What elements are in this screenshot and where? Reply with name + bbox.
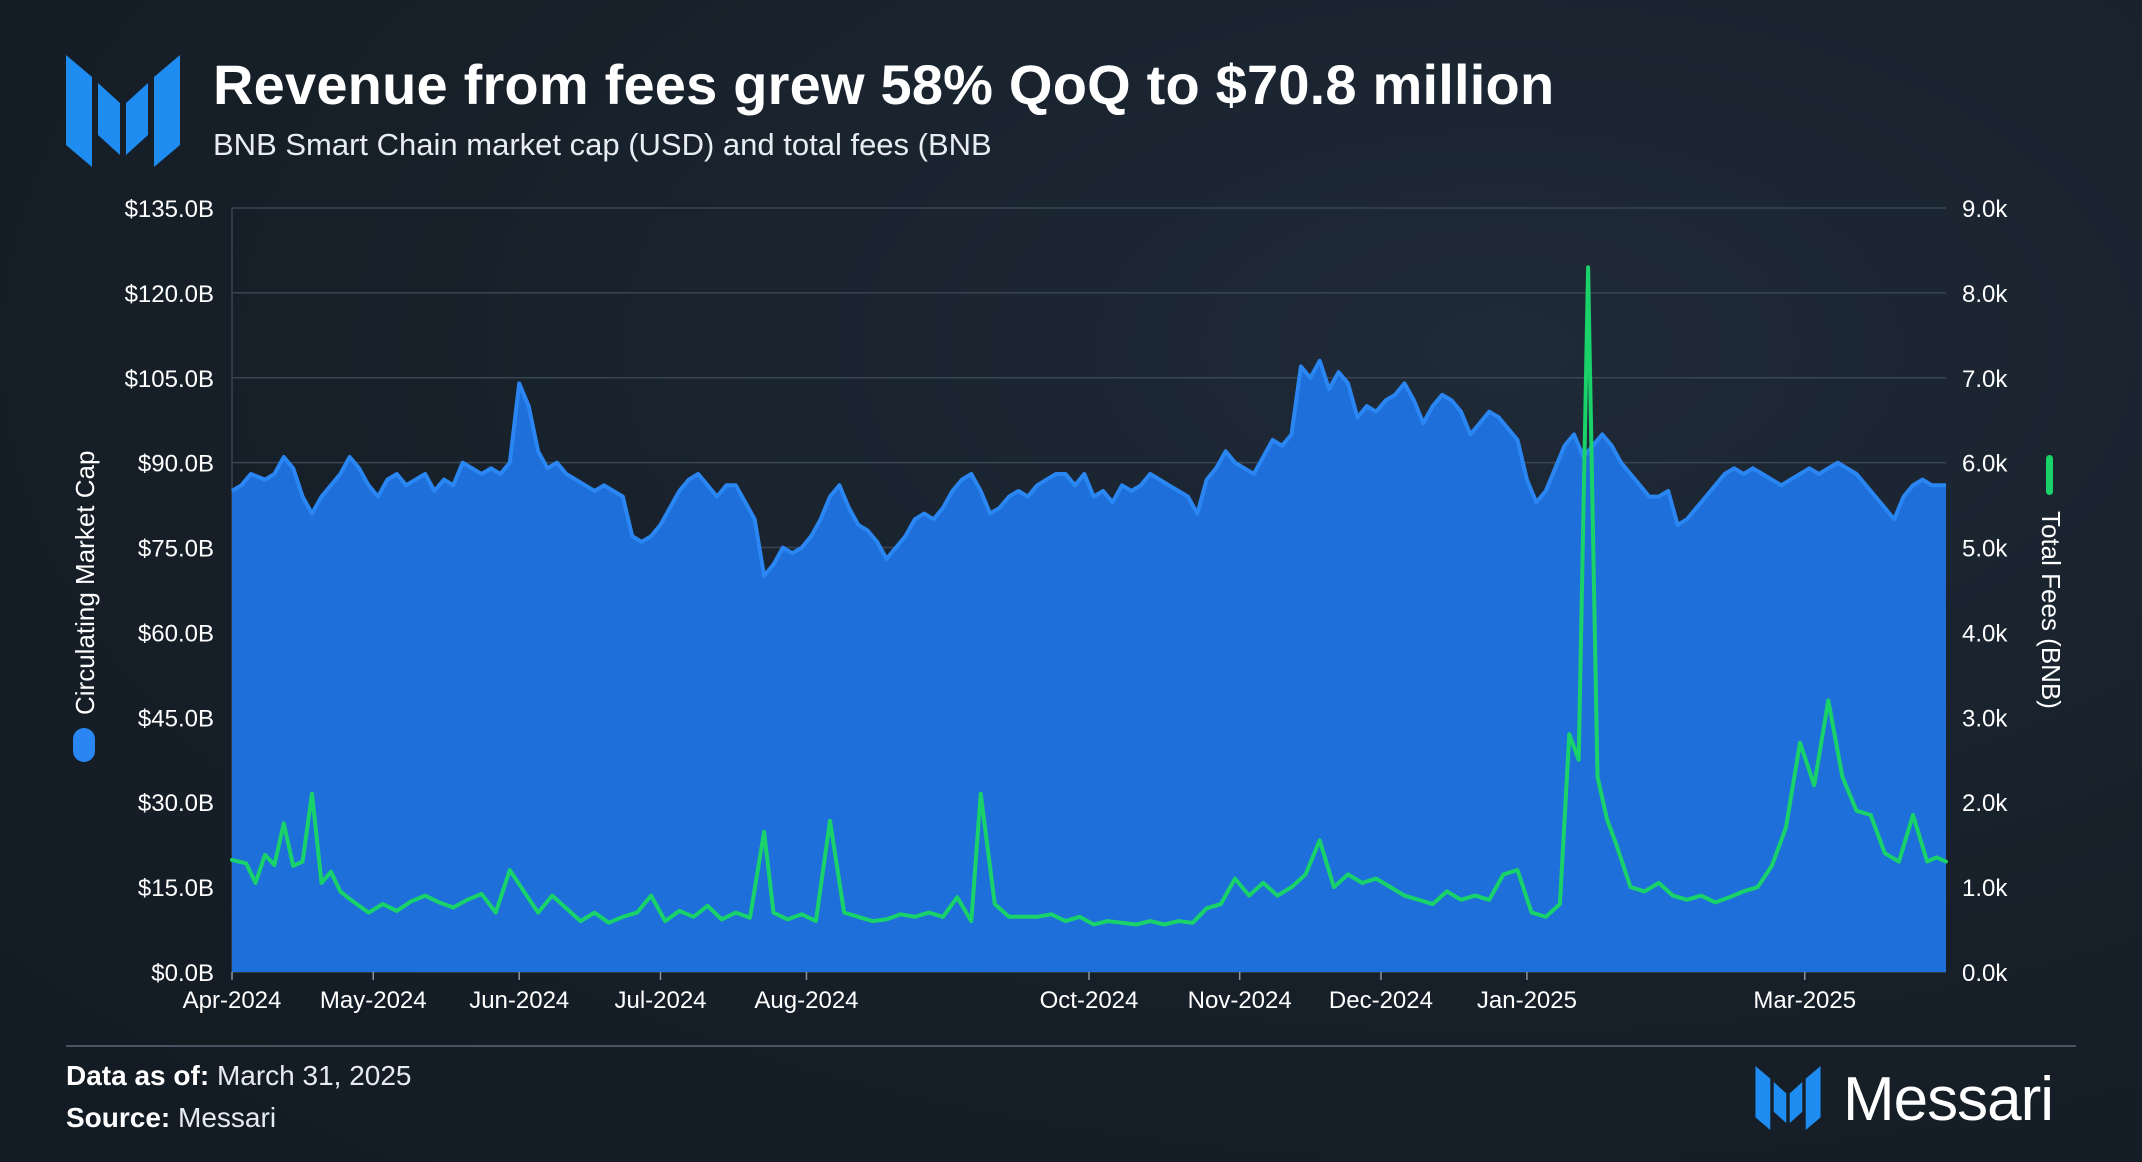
messari-brand: Messari	[1753, 1064, 2083, 1134]
y-left-tick-label: $75.0B	[138, 536, 214, 563]
messari-logo-icon	[66, 55, 180, 167]
right-axis-label: Total Fees (BNB)	[2036, 511, 2066, 709]
x-tick-label: Dec-2024	[1329, 987, 1433, 1014]
y-left-tick-label: $30.0B	[138, 790, 214, 817]
y-left-tick-label: $120.0B	[125, 281, 214, 308]
y-right-tick-label: 7.0k	[1962, 366, 2008, 393]
y-left-tick-label: $90.0B	[138, 451, 214, 478]
y-right-tick-label: 9.0k	[1962, 196, 2008, 223]
market-cap-legend-swatch	[73, 728, 95, 762]
data-as-of-label: Data as of:	[66, 1060, 210, 1091]
market-cap-area	[232, 360, 1946, 972]
x-tick-label: Aug-2024	[754, 987, 858, 1014]
y-left-tick-label: $135.0B	[125, 196, 214, 223]
source-label: Source:	[66, 1102, 171, 1133]
fees-legend-swatch	[2046, 455, 2053, 495]
fees-series	[230, 265, 1948, 927]
market-cap-series	[230, 358, 1946, 972]
y-right-tick-label: 2.0k	[1962, 790, 2008, 817]
messari-wordmark: Messari	[1843, 1065, 2054, 1134]
left-axis-label: Circulating Market Cap	[70, 451, 100, 715]
left-axis-title: Circulating Market Cap	[48, 280, 128, 800]
x-tick-label: May-2024	[320, 987, 427, 1014]
y-left-tick-label: $0.0B	[151, 960, 214, 987]
y-right-tick-label: 8.0k	[1962, 281, 2008, 308]
y-right-tick-label: 3.0k	[1962, 705, 2008, 732]
y-right-tick-label: 5.0k	[1962, 536, 2008, 563]
y-left-tick-label: $105.0B	[125, 366, 214, 393]
fees-line	[230, 265, 1948, 927]
y-left-tick-label: $15.0B	[138, 875, 214, 902]
market-cap-line	[230, 358, 1946, 578]
y-left-tick-label: $60.0B	[138, 620, 214, 647]
y-right-tick-label: 6.0k	[1962, 451, 2008, 478]
data-as-of-value: March 31, 2025	[216, 1060, 412, 1091]
chart-subtitle: BNB Smart Chain market cap (USD) and tot…	[213, 127, 992, 162]
axes: $0.0B 0.0k $15.0B 1.0k $30.0B 2.0k $45.0B 3.0k $…	[125, 196, 2009, 1014]
messari-brand-icon	[1755, 1066, 1821, 1130]
y-right-tick-label: 4.0k	[1962, 620, 2008, 647]
data-as-of: Data as of: March 31, 2025	[66, 1060, 412, 1092]
y-right-tick-label: 1.0k	[1962, 875, 2008, 902]
y-right-tick-label: 0.0k	[1962, 960, 2008, 987]
source: Source: Messari	[66, 1102, 276, 1134]
footer-divider	[66, 1045, 2076, 1047]
x-tick-label: Jul-2024	[614, 987, 706, 1014]
x-tick-label: Apr-2024	[183, 987, 282, 1014]
x-tick-label: Nov-2024	[1188, 987, 1292, 1014]
chart-title: Revenue from fees grew 58% QoQ to $70.8 …	[213, 53, 1555, 116]
x-tick-label: Mar-2025	[1753, 987, 1856, 1014]
right-axis-title: Total Fees (BNB)	[2010, 455, 2090, 755]
x-tick-label: Jun-2024	[469, 987, 569, 1014]
source-value: Messari	[178, 1102, 277, 1133]
y-left-tick-label: $45.0B	[138, 705, 214, 732]
x-tick-label: Jan-2025	[1477, 987, 1577, 1014]
x-tick-label: Oct-2024	[1040, 987, 1139, 1014]
